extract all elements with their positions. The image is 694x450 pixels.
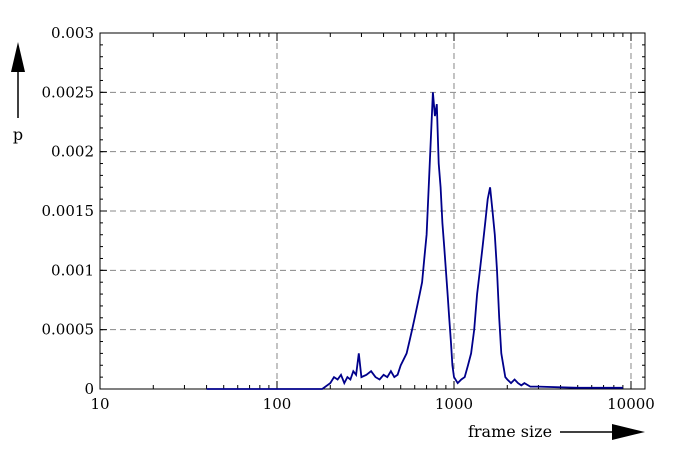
y-tick-label: 0.0015 [42, 202, 95, 220]
x-axis-label: frame size [468, 422, 552, 441]
x-axis-ticks: 10 100 1000 10000 [90, 33, 655, 413]
x-tick-label: 1000 [435, 395, 473, 413]
x-tick-label: 10 [90, 395, 109, 413]
x-tick-label: 100 [263, 395, 292, 413]
series-line [206, 92, 623, 390]
y-tick-label: 0.0005 [42, 321, 95, 339]
y-tick-label: 0 [84, 380, 94, 398]
y-tick-label: 0.001 [51, 261, 94, 279]
y-axis-label: p [13, 125, 23, 144]
y-axis-arrow [11, 42, 25, 118]
grid-lines [100, 33, 645, 389]
x-tick-label: 10000 [607, 395, 655, 413]
y-tick-label: 0.0025 [42, 83, 95, 101]
y-axis-ticks: 0 0.0005 0.001 0.0015 0.002 0.0025 0.003 [42, 24, 645, 398]
x-axis-arrow [560, 424, 645, 440]
y-tick-label: 0.003 [51, 24, 94, 42]
y-tick-label: 0.002 [51, 143, 94, 161]
